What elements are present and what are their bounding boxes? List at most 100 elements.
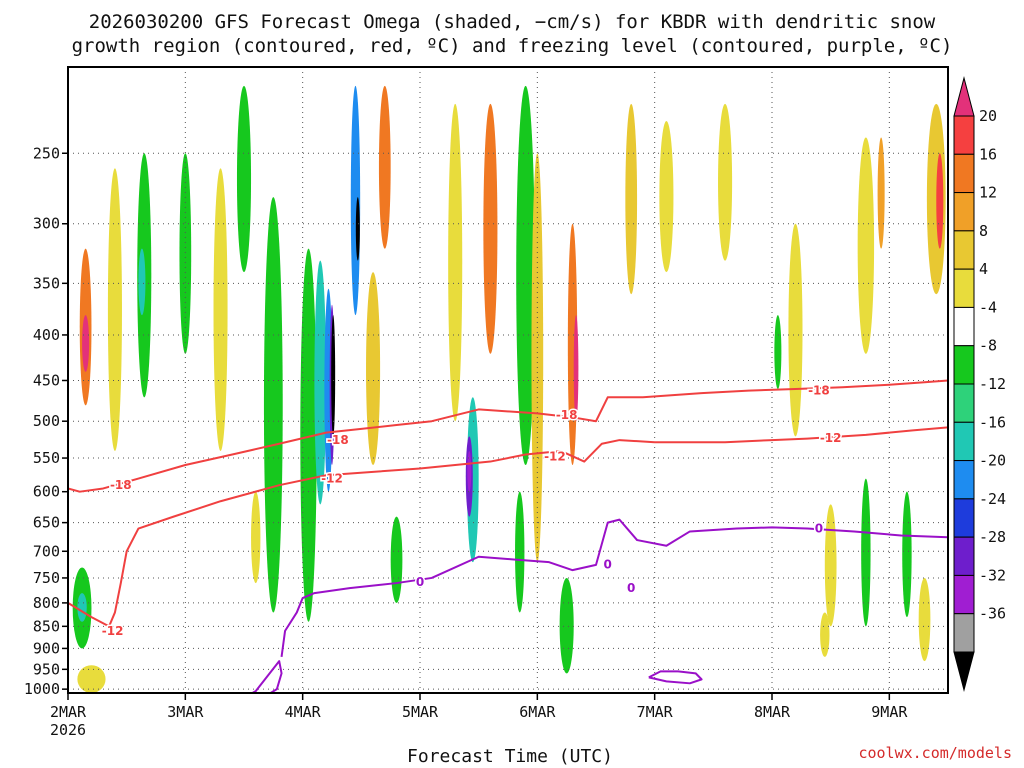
colorbar-label: 20 [979, 107, 997, 125]
y-tick-label: 1000 [24, 680, 60, 698]
omega-shaded-region [877, 137, 885, 249]
x-tick-label: 3MAR [167, 703, 204, 721]
colorbar-bin [953, 230, 975, 270]
colorbar-bin [953, 460, 975, 500]
omega-shaded-region [774, 315, 782, 389]
x-tick-label: 2MAR [50, 703, 87, 721]
colorbar-bin [953, 421, 975, 462]
contour-label: 0 [815, 522, 823, 536]
omega-shaded-region [820, 612, 830, 657]
x-tick-label: 4MAR [285, 703, 322, 721]
colorbar-bin [953, 574, 975, 615]
omega-shaded-region [355, 197, 360, 261]
omega-shaded-region [300, 248, 317, 622]
omega-shaded-region [179, 153, 192, 354]
freezing-level-contour [250, 660, 283, 693]
colorbar-bin [953, 192, 975, 232]
omega-shaded-region [236, 85, 252, 273]
x-tick-label: 6MAR [519, 703, 556, 721]
colorbar-label: 12 [979, 184, 997, 202]
omega-shaded-region [314, 260, 327, 505]
contour-label: -12 [820, 431, 842, 445]
chart-title-line-1: 2026030200 GFS Forecast Omega (shaded, −… [89, 11, 936, 33]
omega-shaded-region [331, 315, 336, 437]
colorbar: 20 16 12 8 4 -4 -8 -12 -16 -20 -24 -28 -32 -36 [953, 76, 1006, 692]
x-year-label: 2026 [50, 721, 86, 739]
omega-shaded-region [926, 103, 946, 295]
x-tick-label: 5MAR [402, 703, 439, 721]
colorbar-bin [953, 345, 975, 385]
credit-text: coolwx.com/models [858, 744, 1012, 762]
y-tick-label: 400 [33, 326, 60, 344]
omega-shaded-region [448, 103, 463, 422]
omega-shaded-region [77, 665, 106, 693]
colorbar-bin [953, 536, 975, 576]
omega-shaded-region [107, 168, 122, 451]
contour-label: 0 [604, 557, 612, 571]
y-tick-label: 550 [33, 449, 60, 467]
contour-label: 0 [416, 575, 424, 589]
contour-label: -18 [327, 433, 349, 447]
y-tick-label: 950 [33, 660, 60, 678]
colorbar-label: -16 [979, 413, 1006, 431]
omega-shaded-region [390, 516, 403, 603]
omega-shaded-region [467, 450, 472, 492]
omega-shaded-region [718, 103, 733, 261]
y-axis: 250 300 350 400 450 500 550 600 650 700 750 800 850 9… [24, 144, 68, 698]
y-tick-label: 350 [33, 274, 60, 292]
colorbar-bin [953, 153, 975, 194]
x-tick-label: 7MAR [637, 703, 674, 721]
freezing-level-contour [280, 518, 948, 658]
colorbar-label: 8 [979, 222, 988, 240]
y-tick-label: 500 [33, 412, 60, 430]
contour-label: -18 [556, 408, 578, 422]
colorbar-bin [953, 268, 975, 308]
colorbar-bin [953, 613, 975, 653]
omega-shaded-region [366, 272, 381, 466]
y-tick-label: 850 [33, 617, 60, 635]
colorbar-label: -24 [979, 490, 1006, 508]
y-tick-label: 650 [33, 514, 60, 532]
colorbar-top-arrow [953, 76, 975, 117]
contour-label: -18 [808, 384, 830, 398]
colorbar-label: -20 [979, 452, 1006, 470]
omega-shaded-region [350, 85, 361, 316]
x-tick-label: 9MAR [871, 703, 908, 721]
colorbar-bin [953, 115, 975, 155]
y-tick-label: 250 [33, 144, 60, 162]
omega-shaded-region [138, 248, 146, 316]
colorbar-label: -36 [979, 605, 1006, 623]
y-tick-label: 800 [33, 594, 60, 612]
colorbar-bin [953, 498, 975, 538]
omega-shaded-region [77, 593, 87, 622]
y-tick-label: 450 [33, 371, 60, 389]
y-tick-label: 750 [33, 569, 60, 587]
y-tick-label: 300 [33, 215, 60, 233]
contour-label: 0 [627, 581, 635, 595]
colorbar-bin [953, 383, 975, 423]
colorbar-label: 16 [979, 145, 997, 163]
omega-shading [72, 85, 946, 693]
y-tick-label: 700 [33, 542, 60, 560]
x-tick-label: 8MAR [754, 703, 791, 721]
contour-label: -12 [102, 624, 124, 638]
omega-shaded-region [573, 315, 579, 422]
omega-shaded-region [516, 85, 535, 466]
omega-shaded-region [936, 153, 944, 249]
dgz-contour [68, 379, 948, 493]
omega-shaded-region [824, 504, 837, 627]
contour-label: -12 [321, 472, 343, 486]
contour-label: -18 [110, 478, 132, 492]
dgz-contour [68, 426, 948, 628]
colorbar-label: -32 [979, 566, 1006, 584]
y-tick-label: 900 [33, 639, 60, 657]
omega-shaded-region [263, 197, 283, 613]
colorbar-label: -4 [979, 298, 997, 316]
omega-shaded-region [515, 491, 525, 613]
omega-shaded-region [902, 491, 912, 618]
colorbar-label: 4 [979, 260, 988, 278]
colorbar-label: -12 [979, 375, 1006, 393]
x-axis: 2MAR 3MAR 4MAR 5MAR 6MAR 7MAR 8MAR 9MAR 2026 [50, 693, 908, 739]
omega-shaded-region [625, 103, 638, 295]
colorbar-bin [953, 306, 975, 347]
